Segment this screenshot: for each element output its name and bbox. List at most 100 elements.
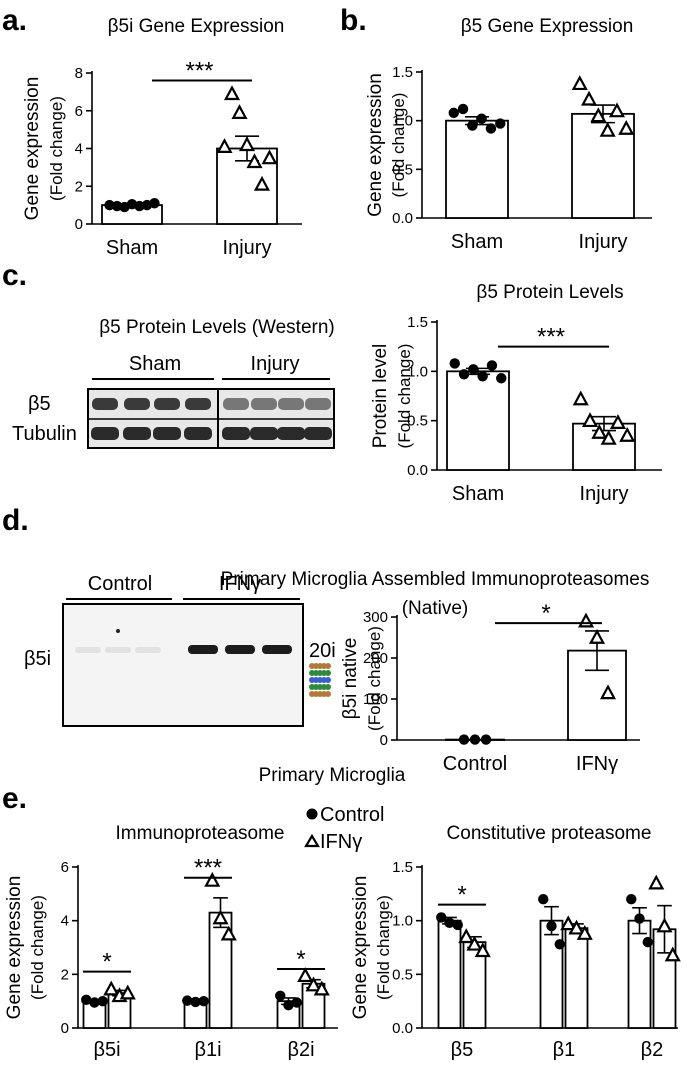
western-band-tubulin xyxy=(222,427,250,440)
y-tick-label: 1.5 xyxy=(392,64,413,81)
y-tick-label: 0.0 xyxy=(392,1020,413,1037)
western-band-b5 xyxy=(251,398,277,410)
data-point-dot xyxy=(190,996,201,1008)
data-point-triangle xyxy=(582,412,599,428)
panel-label-c: c. xyxy=(2,259,27,292)
chart-e1: 0 2 4 6 Gene expression (Fold change) Immunopr… xyxy=(4,823,338,1061)
chart-c: 0.0 0.5 1.0 1.5 Protein level (Fold change) β5… xyxy=(370,282,662,505)
y-tick-label: 0.5 xyxy=(392,161,413,178)
chart-title: Constitutive proteasome xyxy=(447,823,652,844)
data-point-triangle xyxy=(466,935,483,951)
data-point-triangle xyxy=(560,915,577,931)
western-band-tubulin xyxy=(277,427,305,440)
significance-label: *** xyxy=(537,324,565,351)
y-tick-label: 4 xyxy=(61,913,69,930)
data-point-dot xyxy=(538,894,549,905)
western-band-b5 xyxy=(305,398,331,410)
y-tick-label: 1.0 xyxy=(392,113,413,130)
panel-label-d: d. xyxy=(2,504,29,537)
data-point-dot xyxy=(468,364,479,375)
proteasome-20i-icon xyxy=(309,663,331,697)
native-title-line2: (Native) xyxy=(402,598,469,619)
data-point-triangle xyxy=(119,984,136,1000)
panel-label-a: a. xyxy=(2,4,27,37)
native-bands xyxy=(75,629,292,654)
x-category-label: β2i xyxy=(287,1039,314,1061)
native-gel-frame xyxy=(62,603,304,727)
y-axis-sublabel: (Fold change) xyxy=(28,895,47,1000)
data-point-triangle xyxy=(238,136,256,152)
chart-title: β5 Protein Levels xyxy=(476,282,623,303)
data-point-dot xyxy=(626,894,637,905)
y-tick-label: 200 xyxy=(363,650,388,667)
western-group-injury: Injury xyxy=(251,353,300,375)
x-category-label: IFNγ xyxy=(576,753,618,775)
data-point-triangle xyxy=(297,967,314,983)
y-tick-label: 1.0 xyxy=(392,913,413,930)
data-point-triangle xyxy=(664,946,681,962)
data-point-triangle xyxy=(609,414,626,430)
native-group-ifng: IFNγ xyxy=(219,573,261,595)
data-point-triangle xyxy=(576,925,593,940)
data-point-triangle xyxy=(212,909,229,925)
y-tick-label: 0 xyxy=(380,732,388,749)
significance-label: * xyxy=(541,600,550,627)
bar xyxy=(539,919,564,1029)
data-point-triangle xyxy=(223,85,241,101)
western-band-tubulin xyxy=(184,427,212,440)
data-point-dot xyxy=(476,113,487,124)
y-tick-label: 300 xyxy=(363,609,388,626)
y-tick-label: 100 xyxy=(363,691,388,708)
western-band-tubulin xyxy=(123,427,151,440)
y-tick-label: 0.5 xyxy=(407,413,428,430)
native-band xyxy=(262,645,292,654)
data-point-dot xyxy=(469,734,481,745)
data-point-triangle xyxy=(253,175,271,191)
western-row-tubulin: Tubulin xyxy=(12,423,77,445)
data-point-triangle xyxy=(619,426,636,442)
data-point-triangle xyxy=(216,138,233,153)
y-tick-label: 6 xyxy=(75,103,83,120)
y-tick-label: 4 xyxy=(75,141,83,158)
native-band xyxy=(188,645,218,654)
y-tick-label: 0.0 xyxy=(392,210,413,227)
chart-title: β5i Gene Expression xyxy=(108,16,285,37)
x-category-label: β5i xyxy=(93,1039,120,1061)
y-tick-label: 6 xyxy=(61,859,69,876)
x-category-label: Injury xyxy=(223,237,272,259)
x-category-label: β2 xyxy=(641,1039,664,1061)
x-category-label: β1 xyxy=(553,1039,576,1061)
data-point-triangle xyxy=(648,874,665,890)
data-point-dot xyxy=(467,120,478,131)
x-category-label: Sham xyxy=(106,237,158,259)
legend-control-label: Control xyxy=(320,804,384,826)
data-point-triangle xyxy=(313,980,330,996)
data-point-triangle xyxy=(103,980,120,996)
native-band-faint xyxy=(135,647,161,653)
y-tick-label: 0.0 xyxy=(407,462,428,479)
data-point-triangle xyxy=(571,75,588,91)
data-point-dot xyxy=(198,995,209,1007)
data-point-triangle xyxy=(599,121,616,137)
significance-label: *** xyxy=(194,855,222,882)
native-title-line1: Primary Microglia Assembled Immunoprotea… xyxy=(221,569,650,590)
data-point-triangle xyxy=(588,628,606,644)
x-category-label: Sham xyxy=(452,483,504,505)
data-point-triangle xyxy=(220,925,237,941)
legend-ifng-marker xyxy=(304,833,320,848)
data-point-triangle xyxy=(458,928,475,944)
y-tick-label: 1.0 xyxy=(407,363,428,380)
western-band-b5 xyxy=(154,398,180,410)
x-category-label: Injury xyxy=(580,483,629,505)
y-axis-label: Gene expression xyxy=(350,876,371,1020)
native-group-control: Control xyxy=(88,573,152,595)
y-tick-label: 8 xyxy=(75,65,83,82)
data-point-dot xyxy=(149,198,160,209)
data-point-triangle xyxy=(591,423,608,439)
y-axis-sublabel: (Fold change) xyxy=(374,895,393,1000)
data-point-triangle xyxy=(231,104,248,120)
native-band-faint xyxy=(75,647,101,653)
native-gel-d: Primary Microglia Assembled Immunoprotea… xyxy=(24,569,650,727)
data-point-dot xyxy=(89,997,100,1008)
